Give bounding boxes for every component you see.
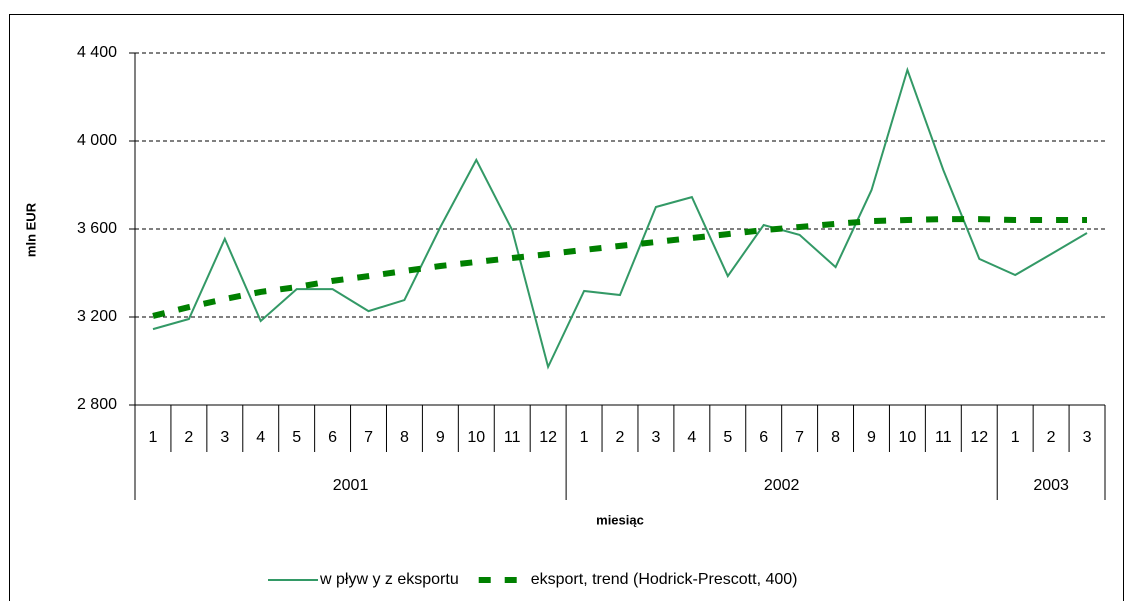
x-tick-label: 3 [651,429,660,446]
x-tick-label: 7 [795,429,804,446]
series-line [152,66,1088,370]
chart-frame [9,14,1124,601]
y-tick-label: 4 400 [77,44,117,61]
x-tick-label: 12 [539,429,557,446]
x-tick-label: 5 [292,429,301,446]
legend-label: eksport, trend (Hodrick-Prescott, 400) [531,571,798,588]
x-tick-label: 3 [220,429,229,446]
group-label: 2002 [764,477,800,494]
x-tick-label: 5 [723,429,732,446]
y-tick-label: 3 600 [77,220,117,237]
x-tick-label: 8 [831,429,840,446]
legend-label: w pływ y z eksportu [319,571,459,588]
x-tick-label: 2 [1047,429,1056,446]
x-tick-label: 10 [899,429,917,446]
x-tick-label: 6 [328,429,337,446]
x-tick-label: 7 [364,429,373,446]
x-tick-label: 1 [580,429,589,446]
x-tick-label: 9 [436,429,445,446]
y-tick-label: 4 000 [77,132,117,149]
group-label: 2003 [1033,477,1069,494]
x-tick-label: 4 [256,429,265,446]
x-tick-label: 9 [867,429,876,446]
x-axis-title: miesiąc [596,512,644,527]
x-tick-label: 8 [400,429,409,446]
x-tick-label: 10 [467,429,485,446]
x-tick-label: 12 [970,429,988,446]
x-tick-label: 1 [1011,429,1020,446]
x-tick-label: 2 [184,429,193,446]
x-tick-label: 11 [935,429,952,446]
x-tick-label: 11 [504,429,521,446]
y-tick-label: 3 200 [77,308,117,325]
x-tick-label: 1 [149,429,158,446]
x-tick-label: 4 [687,429,696,446]
group-label: 2001 [333,477,369,494]
y-axis-title: mln EUR [23,202,38,257]
x-tick-label: 3 [1083,429,1092,446]
series-line [152,216,1087,319]
x-tick-label: 2 [616,429,625,446]
y-tick-label: 2 800 [77,396,117,413]
x-tick-label: 6 [759,429,768,446]
